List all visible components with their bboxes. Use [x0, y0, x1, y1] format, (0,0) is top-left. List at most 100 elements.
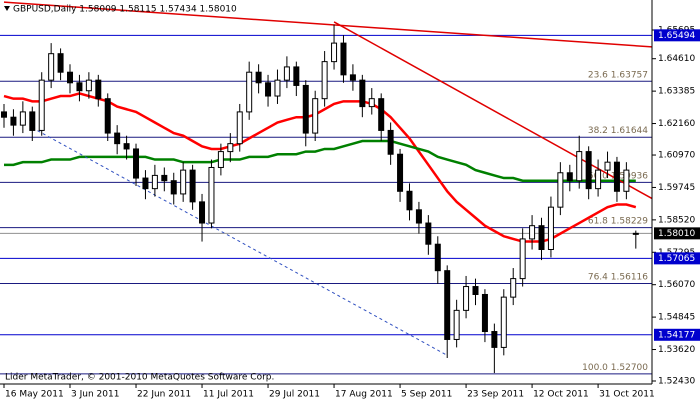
candle-body	[415, 209, 422, 224]
candle-body	[623, 169, 630, 192]
candle-body	[29, 111, 36, 131]
candle-body	[274, 79, 281, 97]
candle-body	[481, 293, 488, 333]
chart-title: GBPUSD,Daily 1.58009 1.58115 1.57434 1.5…	[13, 5, 237, 15]
price-tag-label: 1.58010	[658, 229, 695, 239]
fib-price: 1.63757	[611, 70, 648, 80]
candle-body	[246, 71, 253, 113]
candle-body	[114, 132, 121, 145]
fib-price: 1.56116	[611, 272, 648, 282]
candle-body	[613, 161, 620, 192]
x-tick-label: 31 Oct 2011	[599, 390, 655, 400]
candle-body	[349, 74, 356, 81]
trend-line	[333, 21, 652, 200]
candle-body	[340, 42, 347, 76]
price-tag	[654, 227, 700, 240]
y-tick-label: 1.58520	[658, 215, 695, 225]
candle-body	[519, 238, 526, 280]
candle-body	[453, 309, 460, 340]
y-tick-label: 1.52430	[658, 377, 695, 387]
candle-body	[217, 151, 224, 168]
candle-body	[255, 71, 262, 84]
candle-body	[123, 143, 130, 150]
candle-body	[283, 66, 290, 81]
x-tick-label: 3 Jun 2011	[71, 390, 119, 400]
candle-body	[10, 116, 17, 126]
fib-price: 1.59936	[611, 171, 648, 181]
x-tick-label: 22 Jun 2011	[137, 390, 191, 400]
fib-level: 38.2	[588, 126, 608, 136]
x-tick-label: 23 Sep 2011	[467, 390, 524, 400]
fib-label: 61.8 1.58229	[588, 216, 648, 226]
trend-line	[3, 1, 652, 48]
candle-body	[85, 79, 92, 92]
y-tick-label: 1.64610	[658, 54, 695, 64]
y-tick-label: 1.53620	[658, 345, 695, 355]
candle-body	[142, 177, 149, 190]
candle-body	[133, 148, 140, 179]
candle-body	[199, 201, 206, 224]
x-tick-label: 16 May 2011	[5, 390, 64, 400]
fib-price: 1.52700	[611, 362, 648, 372]
y-tick-label: 1.59745	[658, 183, 695, 193]
candle-body	[632, 232, 639, 235]
candle-body	[38, 79, 45, 131]
candle-body	[331, 42, 338, 63]
x-tick-label: 5 Sep 2011	[401, 390, 452, 400]
candle-body	[293, 66, 300, 86]
candle-body	[180, 169, 187, 195]
candle-body	[189, 169, 196, 203]
candle-body	[387, 129, 394, 155]
candle-body	[321, 61, 328, 100]
candle-body	[397, 153, 404, 192]
trend-line	[32, 127, 448, 356]
price-tag	[654, 29, 700, 42]
candle-body	[368, 98, 375, 108]
price-tag-label: 1.57065	[658, 254, 695, 264]
x-tick-label: 11 Jul 2011	[203, 390, 254, 400]
candle-body	[491, 331, 498, 348]
fib-level: 61.8	[588, 216, 608, 226]
y-tick-label: 1.54845	[658, 313, 695, 323]
candle-body	[95, 79, 102, 100]
candle-body	[76, 82, 83, 92]
fib-level: 76.4	[588, 272, 608, 282]
x-tick-label: 29 Jul 2011	[269, 390, 320, 400]
candle-body	[576, 151, 583, 182]
candle-body	[104, 98, 111, 134]
candle-body	[585, 151, 592, 190]
x-tick-label: 17 Aug 2011	[335, 390, 393, 400]
candle-body	[151, 174, 158, 190]
fib-price: 1.58229	[611, 216, 648, 226]
candle-body	[302, 84, 309, 134]
y-tick-label: 1.60970	[658, 151, 695, 161]
candle-body	[444, 270, 451, 340]
candle-body	[208, 166, 215, 224]
candle-body	[378, 98, 385, 131]
candle-body	[67, 71, 74, 84]
x-tick-label: 12 Oct 2011	[533, 390, 589, 400]
candle-body	[19, 111, 26, 126]
candle-body	[557, 172, 564, 208]
price-tag	[654, 252, 700, 265]
candle-body	[312, 98, 319, 134]
price-tag-label: 1.54177	[658, 330, 695, 340]
symbol-icon	[4, 6, 10, 11]
y-tick-label: 1.56070	[658, 280, 695, 290]
candle-body	[472, 286, 479, 295]
fib-label: 38.2 1.61644	[588, 126, 648, 136]
candle-body	[48, 53, 55, 81]
footer: Lider MetaTrader, © 2001-2010 MetaQuotes…	[5, 373, 274, 383]
fib-price: 1.61644	[611, 126, 648, 136]
candle-body	[510, 278, 517, 298]
y-tick-label: 1.63385	[658, 87, 695, 97]
y-tick-label: 1.62160	[658, 119, 695, 129]
candle-body	[538, 225, 545, 250]
candle-body	[265, 82, 272, 97]
fib-level: 100.0	[582, 362, 608, 372]
candle-body	[529, 225, 536, 240]
candle-body	[604, 161, 611, 171]
candle-body	[1, 111, 7, 118]
